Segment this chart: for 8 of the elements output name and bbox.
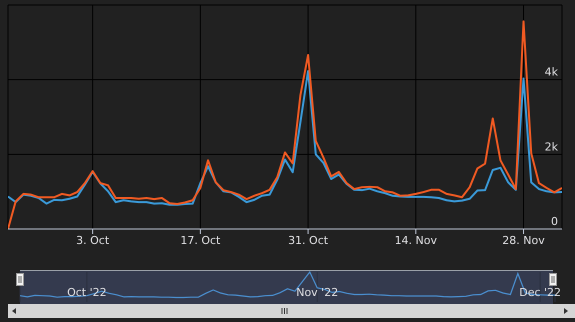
x-tick-label: 31. Oct [288, 234, 329, 247]
y-tick-label: 0 [551, 215, 558, 228]
y-tick-label: 4k [544, 66, 559, 79]
y-tick-label: 2k [544, 140, 559, 154]
x-tick-label: 28. Nov [502, 234, 546, 247]
x-tick-label: 3. Oct [76, 234, 110, 247]
x-tick-label: 14. Nov [394, 234, 438, 247]
x-tick-label: 17. Oct [180, 234, 222, 247]
